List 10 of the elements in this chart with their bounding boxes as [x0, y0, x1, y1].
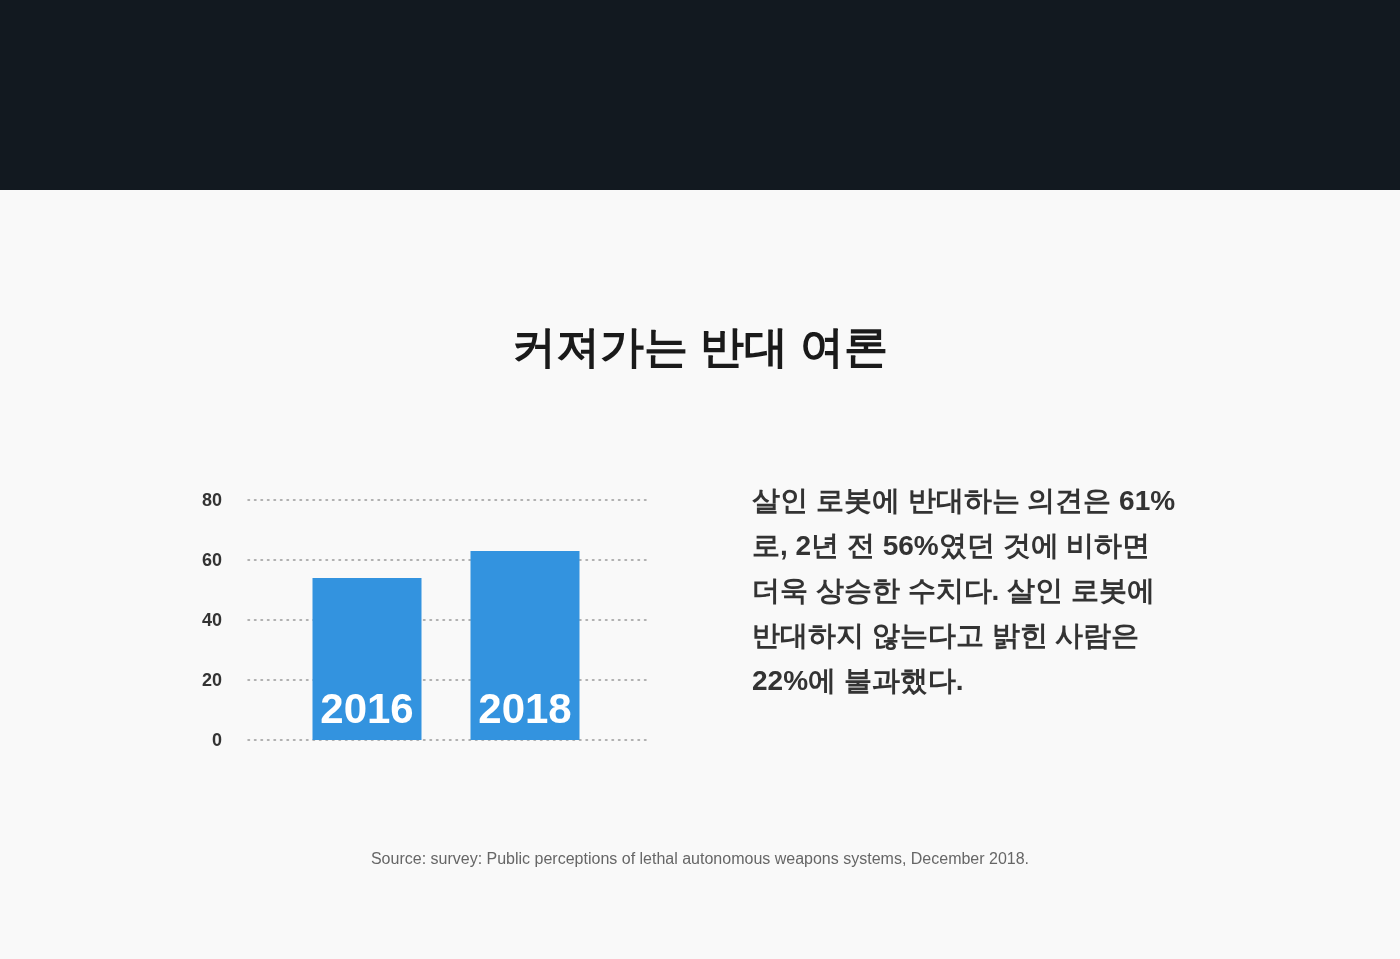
source-note: Source: survey: Public perceptions of lethal autonomous weapons systems, December 2018.	[369, 850, 1031, 868]
y-tick-label: 80	[201, 490, 222, 510]
text: 살인 로봇에 반대하는 의견은 61%로, 2년 전 56%였던 것에 비하면 더욱 상승한 수치다. 살인 로봇에 반대하지 않는다고 밝힌 사람은 22%에 불과했다.	[752, 484, 1177, 698]
y-tick-label: 40	[201, 610, 222, 630]
chart-title: 커져가는 반대 여론	[510, 321, 890, 373]
x-tick-label: 2016	[320, 685, 414, 732]
y-tick-label: 60	[201, 550, 222, 570]
x-tick-label: 2018	[478, 685, 572, 732]
y-tick-label: 0	[211, 730, 222, 750]
y-tick-label: 20	[201, 670, 222, 690]
